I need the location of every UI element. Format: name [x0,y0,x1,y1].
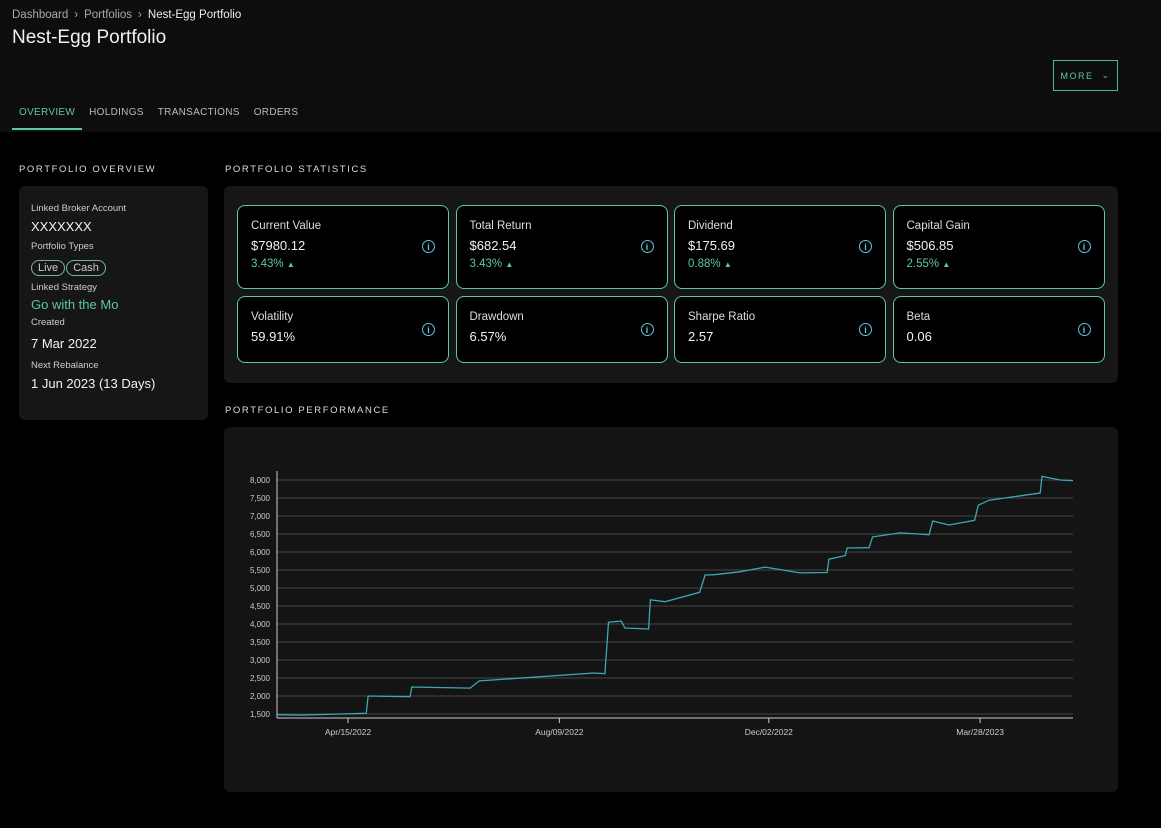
y-tick-label: 5,500 [250,566,271,575]
stat-change: 3.43% ▲ [251,258,435,270]
strategy-link[interactable]: Go with the Mo [31,297,119,312]
info-icon[interactable]: i [422,240,435,253]
info-icon[interactable]: i [1077,323,1091,336]
stat-value: 0.06 [906,329,932,344]
stat-card: Total Return $682.54 3.43% ▲ i [455,205,668,289]
y-tick-label: 7,500 [250,494,271,503]
stat-change: 3.43% ▲ [470,258,654,270]
breadcrumb: Dashboard › Portfolios › Nest-Egg Portfolio [12,9,242,21]
info-icon[interactable]: i [640,323,654,336]
stat-value: 2.57 [688,329,714,344]
broker-label: Linked Broker Account [31,203,127,214]
y-tick-label: 5,000 [250,584,271,593]
stat-name: Drawdown [469,311,524,323]
arrow-up-icon: ▲ [505,260,514,269]
chevron-down-icon: ⌄ [1101,70,1111,80]
breadcrumb-current: Nest-Egg Portfolio [147,9,242,21]
stat-change-value: 3.43% [251,258,284,270]
y-tick-label: 3,000 [250,656,271,665]
x-tick-label: Aug/09/2022 [535,727,583,737]
page-title: Nest-Egg Portfolio [12,27,167,48]
tab-holdings[interactable]: HOLDINGS [89,107,144,118]
more-label: MORE [1060,70,1094,81]
stat-card: Beta 0.06 i [892,296,1105,363]
y-tick-label: 8,000 [250,476,271,485]
stat-change: 0.88% ▲ [688,258,872,270]
type-badge-live: Live [31,260,66,276]
broker-value: XXXXXXX [31,219,92,234]
stat-value: 6.57% [469,329,507,344]
page-header: Dashboard › Portfolios › Nest-Egg Portfolio … [0,0,1161,132]
info-icon[interactable]: i [859,323,872,336]
performance-chart: 1,500 2,000 2,500 3,000 3,500 4,000 4,500 5,000… [250,471,1074,737]
stat-value: $7980.12 [251,238,306,253]
stat-name: Beta [906,311,931,323]
stats-heading: PORTFOLIO STATISTICS [225,164,368,175]
y-tick-label: 3,500 [250,638,271,647]
stat-card: Drawdown 6.57% i [455,296,668,363]
y-tick-label: 1,500 [250,710,271,719]
stat-change: 2.55% ▲ [907,258,1091,270]
y-tick-label: 7,000 [250,512,271,521]
stat-card: Sharpe Ratio 2.57 i [674,296,886,363]
stat-name: Dividend [688,220,733,232]
tab-bar: OVERVIEW HOLDINGS TRANSACTIONS ORDERS [12,107,305,130]
tab-transactions[interactable]: TRANSACTIONS [157,107,240,118]
more-button[interactable]: MORE ⌄ [1053,60,1118,91]
y-tick-label: 4,000 [250,620,271,629]
stat-name: Capital Gain [906,220,970,232]
stat-change-value: 0.88% [688,258,721,270]
stat-card: Volatility 59.91% i [237,296,449,363]
created-value: 7 Mar 2022 [31,336,97,351]
stat-name: Total Return [469,220,532,232]
created-label: Created [31,317,65,328]
type-badge-cash: Cash [66,260,106,276]
stat-name: Volatility [251,311,294,323]
tab-overview[interactable]: OVERVIEW [12,107,83,130]
performance-heading: PORTFOLIO PERFORMANCE [225,405,390,416]
info-icon[interactable]: i [422,323,435,336]
arrow-up-icon: ▲ [286,260,295,269]
portfolio-value-line [276,475,1074,716]
stat-name: Sharpe Ratio [688,311,756,323]
stat-card: Dividend $175.69 0.88% ▲ i [674,205,886,289]
stat-change-value: 3.43% [469,258,503,270]
stats-panel: Current Value $7980.12 3.43% ▲ i Total Retur… [224,186,1118,383]
stat-name: Current Value [251,220,322,232]
breadcrumb-portfolios[interactable]: Portfolios [84,9,133,21]
tab-orders[interactable]: ORDERS [253,107,299,118]
overview-panel: Linked Broker Account XXXXXXX Portfolio … [19,186,208,420]
stat-change-value: 2.55% [906,258,940,270]
info-icon[interactable]: i [1077,240,1091,253]
stat-value: $175.69 [688,238,735,253]
stat-value: $506.85 [906,238,954,253]
breadcrumb-dashboard[interactable]: Dashboard [12,9,69,21]
stat-card: Capital Gain $506.85 2.55% ▲ i [892,205,1105,289]
rebalance-label: Next Rebalance [31,360,99,371]
strategy-label: Linked Strategy [31,282,98,293]
y-tick-label: 2,500 [250,674,271,683]
arrow-up-icon: ▲ [723,260,732,269]
rebalance-value: 1 Jun 2023 (13 Days) [31,376,156,391]
x-tick-label: Mar/28/2023 [956,727,1004,737]
y-tick-label: 6,000 [250,548,271,557]
types-label: Portfolio Types [31,241,94,252]
x-tick-label: Apr/15/2022 [325,727,372,737]
y-tick-label: 4,500 [250,602,271,611]
stat-value: $682.54 [469,238,517,253]
arrow-up-icon: ▲ [942,260,951,269]
overview-heading: PORTFOLIO OVERVIEW [19,164,157,175]
x-tick-label: Dec/02/2022 [745,727,793,737]
info-icon[interactable]: i [859,240,872,253]
performance-chart-panel: 1,500 2,000 2,500 3,000 3,500 4,000 4,500 5,000… [224,427,1118,792]
y-tick-label: 2,000 [250,692,271,701]
info-icon[interactable]: i [640,240,654,253]
stat-value: 59.91% [251,329,296,344]
y-tick-label: 6,500 [250,530,271,539]
stat-card: Current Value $7980.12 3.43% ▲ i [237,205,449,289]
